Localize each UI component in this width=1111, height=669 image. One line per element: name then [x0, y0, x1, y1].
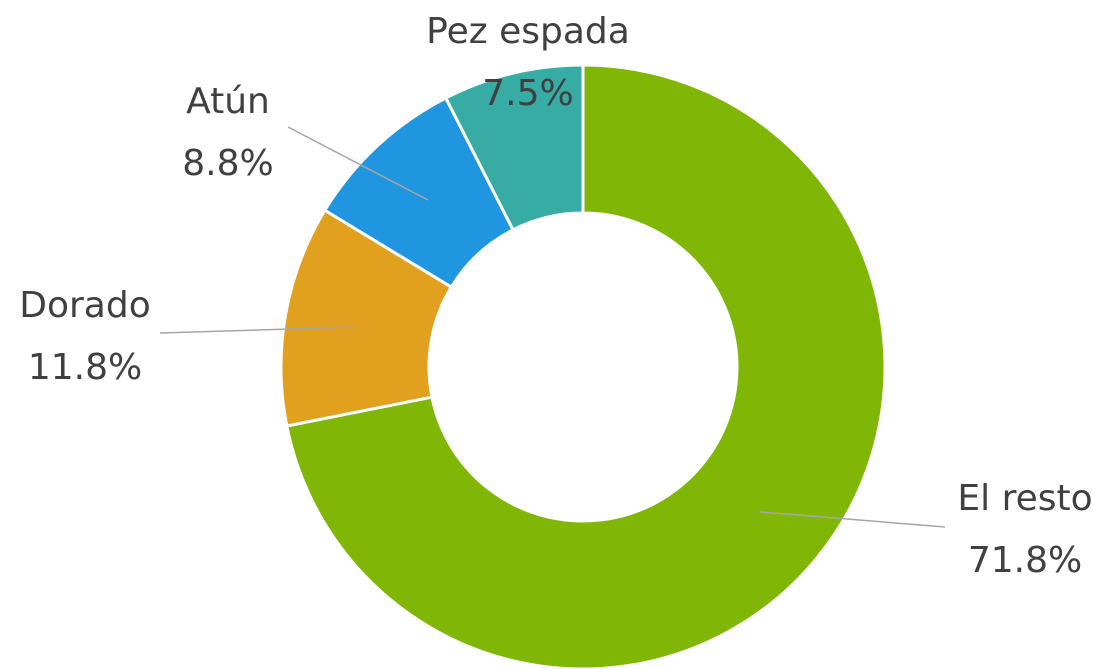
donut-slice [443, 63, 585, 232]
leader-line [159, 326, 356, 334]
slice-label: El resto [957, 478, 1092, 519]
slice-value-label: 7.5% [482, 73, 573, 114]
slice-value-label: 71.8% [968, 540, 1082, 581]
slice-value-label: 8.8% [182, 143, 273, 184]
slice-label: Pez espada [426, 11, 630, 52]
leader-line [287, 126, 429, 201]
slice-label: Atún [186, 81, 270, 122]
donut-slice [285, 63, 887, 669]
slice-label: Dorado [19, 285, 150, 326]
leader-line [759, 511, 946, 528]
slice-value-label: 11.8% [28, 347, 142, 388]
